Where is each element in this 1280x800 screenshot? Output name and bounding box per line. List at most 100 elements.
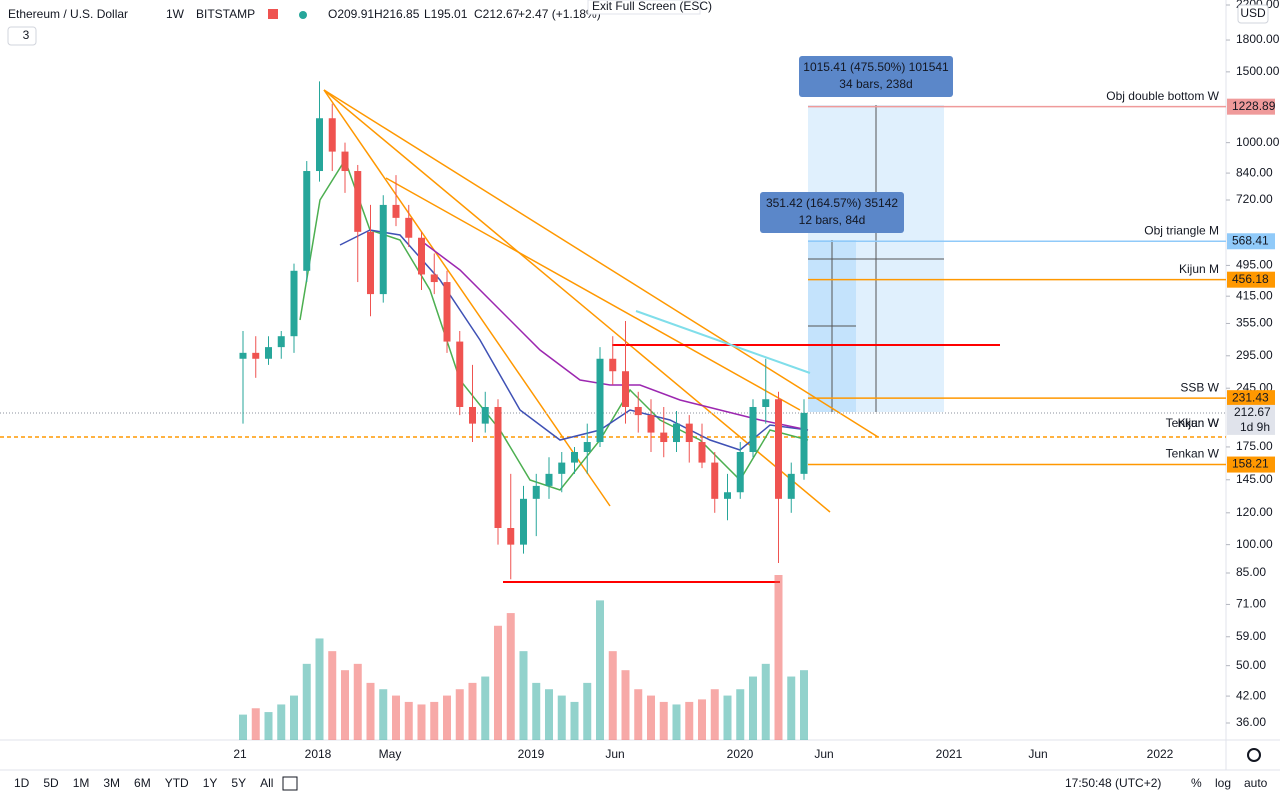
volume-bar (698, 699, 706, 740)
calendar-icon[interactable] (282, 776, 298, 791)
volume-bar (685, 701, 694, 740)
indicator-toggle[interactable] (7, 26, 37, 46)
trend-line (323, 89, 831, 513)
y-tick-label: 36.00 (1236, 715, 1266, 729)
y-tick-label: 100.00 (1236, 537, 1273, 551)
auto-toggle[interactable]: auto (1244, 776, 1268, 790)
x-tick-label: Jun (605, 747, 624, 761)
range-button[interactable]: All (260, 776, 273, 790)
log-toggle[interactable]: log (1215, 776, 1231, 790)
volume-bar (723, 695, 732, 740)
range-button[interactable]: YTD (165, 776, 189, 790)
trend-line (323, 89, 879, 438)
level-price-box (1227, 456, 1275, 473)
volume-bar (251, 708, 260, 740)
last-price-box (1227, 404, 1275, 435)
candle-body (545, 473, 553, 486)
candle-body (418, 237, 425, 275)
candle-body (303, 171, 311, 271)
ma-line (419, 239, 809, 431)
volume-bar (455, 689, 464, 740)
y-tick-label: 295.00 (1236, 348, 1273, 362)
y-tick-label: 1500.00 (1236, 64, 1280, 78)
level-price-box (1227, 233, 1275, 250)
measure-bars: 12 bars, 84d (799, 213, 866, 227)
cloud-line (635, 310, 811, 374)
color-icon (268, 9, 278, 19)
volume-bar (468, 682, 477, 740)
volume-bar (366, 682, 375, 740)
range-button[interactable]: 3M (103, 776, 120, 790)
y-tick-label: 50.00 (1236, 658, 1266, 672)
volume-bar (379, 689, 388, 740)
y-tick-label: 42.00 (1236, 688, 1266, 702)
volume-bar (672, 704, 681, 740)
y-tick-label: 1000.00 (1236, 135, 1280, 149)
volume-bar (341, 670, 349, 740)
candle-body (762, 399, 770, 407)
volume-bar (800, 670, 808, 740)
volume-bar (353, 663, 362, 740)
x-tick-label: 2019 (518, 747, 545, 761)
volume-bar (519, 651, 528, 740)
volume-bar (596, 600, 604, 740)
level-name: Tenkan W (1166, 416, 1220, 430)
y-tick-label: 840.00 (1236, 165, 1273, 179)
candle-body (609, 358, 617, 372)
volume-bar (774, 575, 783, 740)
volume-bar (659, 701, 668, 740)
volume-bar (264, 712, 273, 740)
range-button[interactable]: 1M (73, 776, 90, 790)
symbol: Ethereum / U.S. Dollar (8, 7, 128, 21)
candle-body (711, 462, 719, 499)
volume-bar (608, 651, 617, 740)
candle-body (622, 371, 629, 407)
candle-body (367, 231, 374, 295)
y-tick-label: 85.00 (1236, 565, 1266, 579)
candle-body (239, 352, 247, 359)
candle-body (673, 423, 680, 443)
y-tick-label: 415.00 (1236, 288, 1273, 302)
range-button[interactable]: 1D (14, 776, 30, 790)
range-button[interactable]: 6M (134, 776, 151, 790)
ma-line (299, 158, 809, 491)
volume-bar (506, 613, 515, 740)
level-price-box (1227, 390, 1275, 407)
candle-body (775, 399, 782, 499)
y-tick-label: 59.00 (1236, 629, 1266, 643)
range-button[interactable]: 1Y (203, 776, 218, 790)
candle-body (507, 527, 515, 545)
candle-body (456, 341, 464, 407)
x-tick-label: Jun (1028, 747, 1047, 761)
y-tick-label: 355.00 (1236, 316, 1273, 330)
candle-body (634, 406, 642, 416)
range-button[interactable]: 5D (43, 776, 59, 790)
exit-fullscreen[interactable] (587, 0, 701, 15)
volume-bar (761, 663, 770, 740)
interval: 1W (166, 7, 185, 21)
candle-body (316, 118, 323, 172)
indicator-count: 3 (23, 28, 30, 42)
candle-body (265, 347, 272, 359)
candle-body (749, 406, 757, 453)
x-tick-label: 2018 (305, 747, 332, 761)
candle-body (405, 217, 413, 238)
candle-body (736, 452, 744, 493)
candle-body (787, 473, 795, 499)
candle-body (354, 171, 362, 232)
volume-bar (532, 682, 541, 740)
settings-icon[interactable] (1247, 748, 1261, 762)
volume-bar (481, 676, 490, 740)
volume-bar (545, 689, 553, 740)
y-tick-label: 120.00 (1236, 505, 1273, 519)
candle-body (685, 423, 693, 443)
level-name: Kijun M (1179, 262, 1219, 276)
x-tick-label: May (379, 747, 402, 761)
volume-bar (583, 682, 592, 740)
range-button[interactable]: 5Y (231, 776, 246, 790)
y-tick-label: 1800.00 (1236, 32, 1280, 46)
volume-bar (290, 695, 298, 740)
currency-box (1237, 4, 1269, 24)
candle-body (596, 358, 604, 443)
percent-toggle[interactable]: % (1191, 776, 1202, 790)
